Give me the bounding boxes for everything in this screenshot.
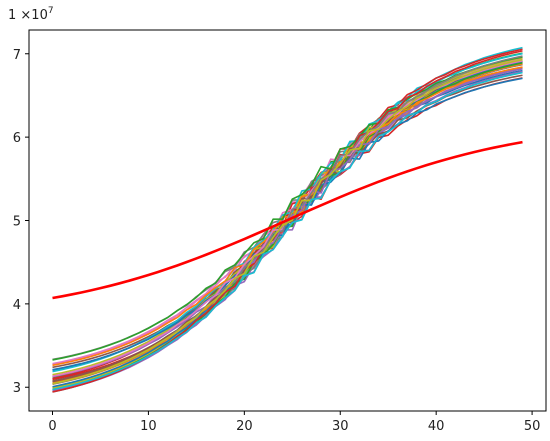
x-tick-label: 20 xyxy=(236,419,253,434)
ensemble-series-line xyxy=(52,77,523,371)
y-tick-label: 7 xyxy=(13,48,21,63)
ensemble-series-line xyxy=(52,60,523,388)
ensemble-series-line xyxy=(52,52,523,373)
axes-layer: 0 10 20 30 40 50 3 4 5 6 7 xyxy=(13,29,547,434)
ensemble-series-line xyxy=(52,66,523,367)
ensemble-series-line xyxy=(52,56,523,361)
x-tick-label: 50 xyxy=(524,419,541,434)
y-tick-label: 3 xyxy=(13,381,21,396)
x-tick-label: 10 xyxy=(140,419,157,434)
y-offset-base: 1 ×10 xyxy=(8,8,48,23)
ensemble-series-line xyxy=(52,71,523,391)
y-tick-label: 4 xyxy=(13,298,21,313)
series-layer xyxy=(52,46,523,393)
ensemble-series-line xyxy=(52,58,523,385)
y-tick-label: 6 xyxy=(13,131,21,146)
x-tick-label: 30 xyxy=(332,419,349,434)
x-tick-label: 0 xyxy=(48,419,56,434)
highlight-series-line xyxy=(52,140,523,300)
y-offset-exponent: 7 xyxy=(48,6,54,16)
x-tick-label: 40 xyxy=(428,419,445,434)
y-tick-label: 5 xyxy=(13,215,21,230)
y-offset-label: 1 ×107 xyxy=(8,6,54,23)
